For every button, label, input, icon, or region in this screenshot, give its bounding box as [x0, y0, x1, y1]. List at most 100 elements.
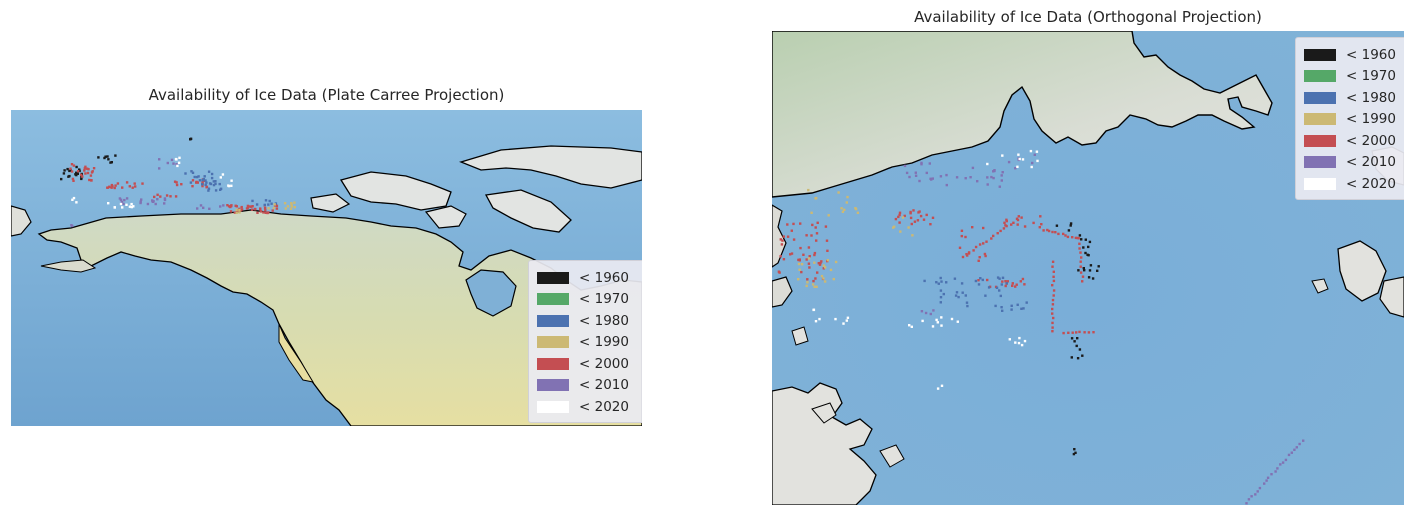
data-point: [140, 198, 143, 201]
data-point: [812, 308, 815, 312]
data-point: [928, 162, 931, 165]
data-point: [834, 317, 837, 321]
data-point: [856, 211, 860, 214]
data-point: [1010, 304, 1013, 307]
data-point: [119, 198, 123, 201]
data-point: [815, 196, 818, 200]
data-point: [1250, 495, 1253, 498]
data-point: [1032, 221, 1035, 225]
data-point: [208, 207, 211, 210]
data-point: [813, 253, 816, 257]
data-point: [932, 309, 935, 312]
data-point: [842, 322, 845, 325]
data-point: [942, 292, 945, 296]
data-point: [197, 175, 200, 178]
data-point: [255, 203, 259, 206]
data-point: [1270, 473, 1273, 476]
data-point: [125, 197, 129, 200]
aleutian-islands: [40, 259, 97, 273]
data-point: [218, 182, 221, 186]
data-point: [1003, 221, 1006, 224]
data-point: [977, 279, 980, 282]
data-point: [1080, 238, 1083, 241]
data-point: [267, 203, 270, 206]
data-point: [814, 320, 818, 323]
data-point: [110, 161, 113, 164]
plate-carree-title: Availability of Ice Data (Plate Carree P…: [148, 86, 505, 104]
data-point: [1007, 160, 1011, 164]
legend-item: < 1970: [537, 289, 641, 311]
data-point: [70, 163, 74, 166]
data-point: [937, 282, 940, 285]
data-point: [1017, 153, 1020, 156]
data-point: [954, 294, 958, 297]
data-point: [786, 235, 790, 238]
data-point: [97, 156, 100, 159]
data-point: [270, 202, 273, 205]
data-point: [908, 324, 911, 327]
data-point: [939, 301, 942, 304]
data-point: [931, 325, 935, 328]
orthogonal-data-points: [777, 149, 1305, 505]
data-point: [131, 186, 134, 189]
data-point: [977, 283, 981, 286]
data-point: [1031, 161, 1034, 165]
data-point: [248, 205, 251, 208]
data-point: [998, 185, 1001, 188]
data-point: [845, 201, 848, 204]
data-point: [214, 180, 217, 183]
data-point: [814, 226, 817, 229]
data-point: [911, 234, 914, 237]
data-point: [923, 279, 926, 283]
data-point: [1042, 229, 1045, 232]
legend-label: < 1970: [1346, 68, 1396, 85]
data-point: [75, 201, 78, 204]
data-point: [175, 163, 178, 166]
data-point: [966, 304, 969, 308]
data-point: [251, 205, 254, 208]
data-point: [779, 255, 782, 258]
orthogonal-legend: < 1960 < 1970 < 1980 < 1990 < 2000 < 2010 < 20…: [1295, 37, 1404, 200]
siberia-land: [11, 205, 32, 237]
data-point: [964, 294, 967, 297]
data-point: [939, 289, 943, 292]
data-point: [62, 172, 66, 175]
data-point: [1057, 232, 1060, 236]
data-point: [176, 164, 179, 168]
legend-item: < 1990: [537, 332, 641, 354]
data-point: [66, 167, 69, 171]
data-point: [1074, 236, 1078, 240]
data-point: [130, 202, 133, 206]
data-point: [234, 204, 237, 207]
data-point: [169, 195, 172, 198]
data-point: [122, 202, 125, 206]
data-point: [914, 174, 918, 177]
data-point: [202, 179, 206, 182]
data-point: [1086, 253, 1089, 256]
data-point: [978, 256, 981, 259]
data-point: [921, 319, 924, 323]
data-point: [807, 257, 811, 260]
baffin-land: [484, 189, 572, 233]
data-point: [930, 178, 933, 181]
data-point: [205, 186, 208, 189]
data-point: [854, 207, 857, 210]
data-point: [264, 199, 268, 202]
data-point: [994, 304, 997, 308]
data-point: [960, 229, 964, 232]
data-point: [797, 278, 800, 281]
data-point: [158, 167, 161, 170]
data-point: [1014, 341, 1017, 344]
data-point: [960, 282, 964, 285]
data-point: [204, 183, 207, 187]
legend-item: < 1960: [1304, 44, 1404, 66]
data-point: [259, 210, 263, 213]
data-point: [800, 270, 803, 274]
data-point: [1087, 245, 1090, 249]
data-point: [201, 184, 204, 188]
data-point: [1047, 229, 1051, 233]
data-point: [235, 208, 238, 211]
data-point: [1023, 283, 1026, 286]
data-point: [925, 213, 928, 217]
data-point: [786, 223, 789, 226]
